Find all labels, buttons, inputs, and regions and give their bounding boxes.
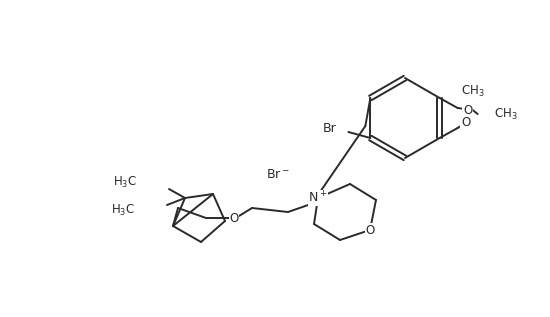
Text: Br: Br [323, 121, 337, 134]
Text: CH$_3$: CH$_3$ [494, 107, 518, 121]
Text: H$_3$C: H$_3$C [113, 174, 137, 190]
Text: O: O [461, 117, 470, 130]
Text: O: O [229, 211, 239, 224]
Text: N$^+$: N$^+$ [308, 190, 328, 206]
Text: Br$^-$: Br$^-$ [266, 169, 290, 182]
Text: O: O [365, 223, 375, 236]
Text: H$_3$C: H$_3$C [111, 203, 135, 217]
Text: O: O [463, 103, 472, 117]
Text: CH$_3$: CH$_3$ [461, 84, 485, 99]
